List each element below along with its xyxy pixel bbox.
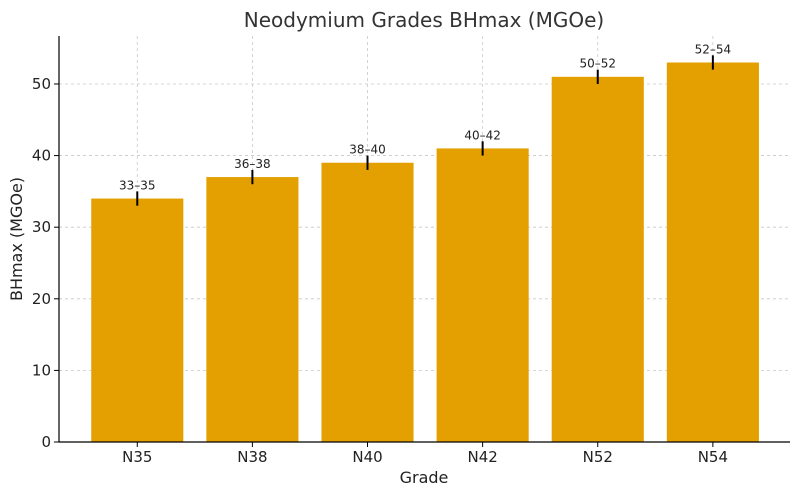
- x-tick-label: N38: [237, 448, 267, 466]
- bar-n38: [206, 177, 299, 443]
- axes: [58, 36, 790, 443]
- x-tick-label: N54: [698, 448, 728, 466]
- data-label: 33–35: [119, 178, 156, 192]
- x-tick-label: N35: [122, 448, 152, 466]
- y-tick-label: 20: [32, 290, 51, 308]
- x-tick-label: N52: [583, 448, 613, 466]
- data-label: 50–52: [579, 57, 616, 71]
- data-labels: 33–35 36–38 38–40 40–42 50–52 52–54: [119, 42, 731, 192]
- bar-n35: [91, 198, 184, 442]
- y-tick-label: 40: [32, 147, 51, 165]
- y-ticks: 0 10 20 30 40 50: [32, 75, 59, 451]
- data-label: 38–40: [349, 143, 386, 157]
- bar-n42: [436, 148, 529, 443]
- x-tick-label: N42: [467, 448, 497, 466]
- data-label: 52–54: [695, 42, 732, 56]
- bar-n54: [666, 62, 759, 442]
- x-axis-label: Grade: [400, 468, 449, 487]
- bar-n52: [551, 76, 644, 442]
- bars: [91, 62, 759, 443]
- y-tick-label: 30: [32, 218, 51, 236]
- error-bars: [136, 55, 714, 206]
- y-tick-label: 0: [41, 433, 51, 451]
- x-ticks: N35 N38 N40 N42 N52 N54: [122, 442, 728, 466]
- chart-title: Neodymium Grades BHmax (MGOe): [244, 8, 604, 32]
- y-tick-label: 50: [32, 75, 51, 93]
- data-label: 36–38: [234, 157, 271, 171]
- y-tick-label: 10: [32, 361, 51, 379]
- data-label: 40–42: [464, 128, 501, 142]
- y-axis-label: BHmax (MGOe): [7, 177, 26, 301]
- bar-n40: [321, 162, 414, 443]
- x-tick-label: N40: [352, 448, 382, 466]
